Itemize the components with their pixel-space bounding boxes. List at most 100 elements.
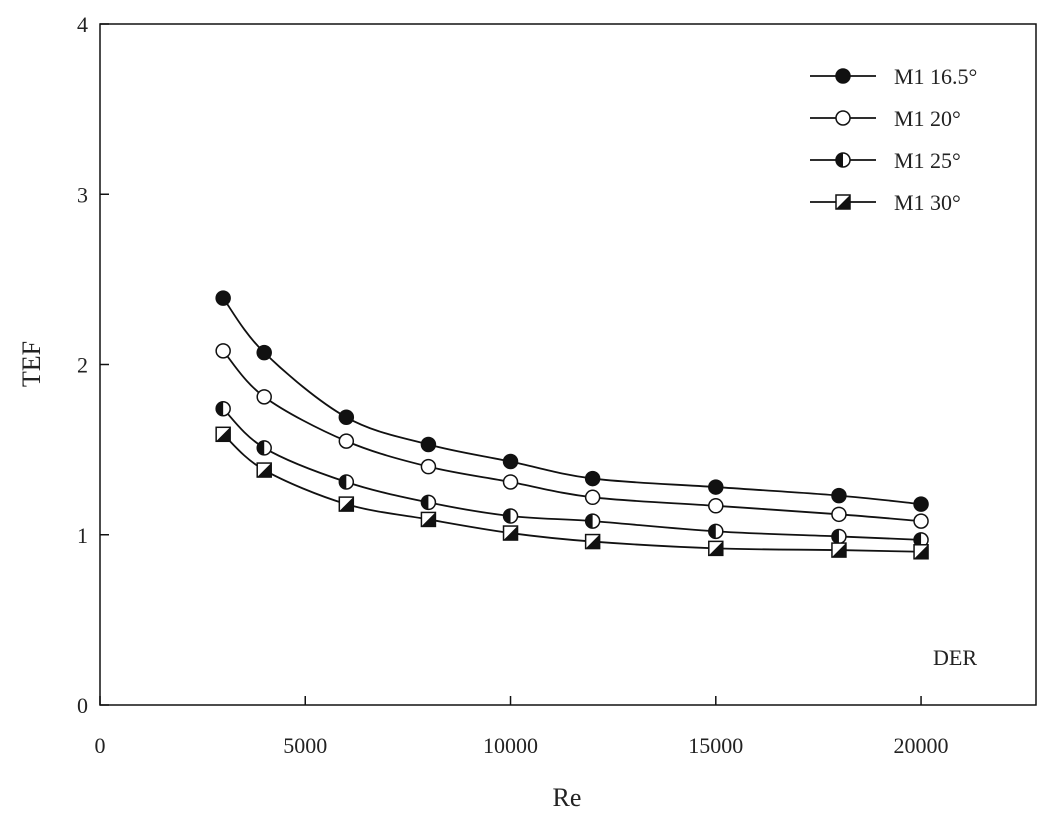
marker — [708, 479, 724, 495]
marker — [831, 506, 847, 523]
legend-label: M1 25° — [894, 148, 961, 173]
marker — [215, 343, 231, 359]
legend-label: M1 16.5° — [894, 64, 977, 89]
marker — [835, 152, 851, 168]
marker — [584, 533, 601, 550]
marker-shape — [835, 110, 851, 126]
marker-shape — [584, 470, 601, 487]
y-axis-label: TEF — [17, 341, 46, 387]
marker — [338, 474, 355, 490]
marker-half — [421, 512, 436, 527]
marker-half — [216, 401, 224, 416]
x-tick-label: 20000 — [894, 733, 949, 758]
marker-shape — [831, 487, 847, 504]
marker — [256, 462, 272, 478]
marker — [256, 344, 272, 361]
marker — [215, 290, 231, 306]
marker-shape — [502, 453, 519, 470]
marker — [420, 494, 437, 511]
marker-half — [831, 543, 846, 558]
marker-shape — [584, 489, 601, 506]
marker-half — [257, 440, 265, 455]
marker — [256, 440, 272, 456]
marker-half — [914, 532, 922, 547]
marker-shape — [913, 496, 929, 512]
marker-shape — [338, 433, 355, 449]
marker-shape — [256, 344, 272, 361]
marker — [831, 528, 847, 545]
marker — [420, 511, 437, 528]
marker — [215, 401, 231, 417]
marker — [831, 487, 847, 504]
marker — [502, 474, 519, 490]
marker-shape — [420, 458, 437, 475]
marker — [835, 68, 851, 84]
series-line — [222, 297, 922, 506]
marker-half — [257, 463, 272, 478]
marker — [835, 110, 851, 126]
marker — [584, 513, 601, 529]
marker — [502, 453, 519, 470]
marker-half — [836, 195, 850, 209]
marker-half — [708, 541, 723, 556]
marker — [708, 540, 724, 557]
marker — [338, 433, 355, 449]
marker — [584, 470, 601, 487]
marker-half — [914, 544, 929, 559]
series-line — [222, 408, 922, 541]
x-axis-label: Re — [553, 783, 582, 812]
marker-shape — [835, 68, 851, 84]
marker-half — [585, 514, 593, 529]
marker — [502, 508, 519, 524]
marker-shape — [708, 479, 724, 495]
marker-shape — [256, 389, 272, 405]
x-tick-label: 15000 — [688, 733, 743, 758]
marker — [338, 496, 355, 512]
marker-shape — [338, 409, 355, 426]
marker — [835, 194, 851, 210]
annotation: DER — [933, 645, 977, 670]
marker-half — [836, 153, 843, 167]
legend-label: M1 30° — [894, 190, 961, 215]
x-tick-label: 5000 — [283, 733, 327, 758]
marker — [338, 409, 355, 426]
marker — [215, 426, 231, 443]
x-tick-label: 0 — [95, 733, 106, 758]
marker — [502, 525, 519, 541]
marker-shape — [215, 343, 231, 359]
y-tick-label: 2 — [77, 353, 88, 378]
legend-label: M1 20° — [894, 106, 961, 131]
marker — [913, 496, 929, 512]
marker-half — [708, 524, 716, 539]
marker — [708, 498, 724, 514]
marker — [420, 436, 437, 453]
marker-half — [339, 497, 354, 512]
series-line — [222, 350, 922, 523]
marker-shape — [831, 506, 847, 523]
marker-half — [339, 474, 347, 489]
marker-half — [421, 495, 429, 510]
marker — [420, 458, 437, 475]
marker-half — [831, 529, 839, 544]
y-tick-label: 0 — [77, 693, 88, 718]
y-tick-label: 4 — [77, 12, 88, 37]
y-tick-label: 1 — [77, 523, 88, 548]
marker — [831, 542, 847, 558]
marker-half — [216, 427, 231, 442]
marker-shape — [708, 498, 724, 514]
marker-shape — [913, 513, 929, 529]
series-line — [222, 433, 922, 553]
marker — [913, 513, 929, 529]
x-tick-label: 10000 — [483, 733, 538, 758]
marker-shape — [215, 290, 231, 306]
marker-shape — [502, 474, 519, 490]
marker-half — [585, 534, 600, 549]
marker-half — [503, 526, 518, 541]
marker — [256, 389, 272, 405]
marker-shape — [420, 436, 437, 453]
marker — [584, 489, 601, 506]
marker-half — [503, 509, 511, 524]
marker — [913, 544, 929, 560]
